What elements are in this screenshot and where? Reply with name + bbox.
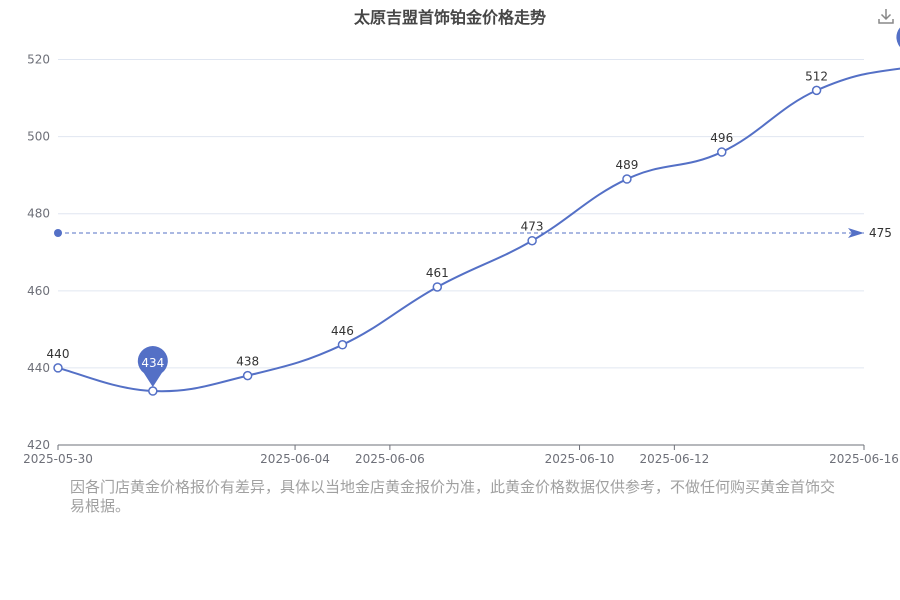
min-marker-label: 434 — [141, 356, 164, 370]
average-label: 475 — [869, 226, 892, 240]
point-label: 440 — [47, 347, 70, 361]
point-label: 438 — [236, 355, 259, 369]
min-marker: 434 — [137, 346, 168, 388]
data-point — [622, 174, 632, 184]
markers: 518 434 — [137, 27, 900, 388]
y-tick-label: 480 — [27, 207, 50, 221]
data-point — [53, 363, 63, 373]
x-tick-label: 2025-06-12 — [639, 452, 709, 466]
point-label: 461 — [426, 266, 449, 280]
min-marker-shape — [137, 346, 168, 388]
point-label: 489 — [615, 158, 638, 172]
max-marker-shape — [896, 27, 900, 47]
data-point — [717, 147, 727, 157]
data-point — [242, 370, 253, 381]
data-point — [337, 340, 348, 350]
average-arrow — [848, 228, 864, 238]
data-point — [527, 235, 537, 246]
y-tick-label: 500 — [27, 130, 50, 144]
x-tick-label: 2025-06-06 — [355, 452, 425, 466]
series — [53, 67, 900, 396]
point-labels: 440438446461473489496512518 — [47, 69, 828, 369]
x-tick-label: 2025-06-04 — [260, 452, 330, 466]
average-line: 475 — [54, 226, 892, 240]
y-tick-label: 440 — [27, 361, 50, 375]
y-tick-label: 420 — [27, 438, 50, 452]
series-line — [57, 67, 900, 393]
y-tick-label: 460 — [27, 284, 50, 298]
max-marker: 518 — [896, 27, 900, 47]
data-point — [432, 282, 443, 292]
data-point — [148, 386, 158, 396]
point-label: 446 — [331, 324, 354, 338]
x-tick-label: 2025-06-10 — [545, 452, 615, 466]
line-chart: 420 440 460 480 500 520 2025-05-30 2025-06-04 20… — [23, 27, 900, 466]
x-tick-label: 2025-05-30 — [23, 452, 93, 466]
x-tick-label: 2025-06-16 — [829, 452, 899, 466]
y-tick-label: 520 — [27, 53, 50, 67]
gridlines — [58, 59, 864, 369]
average-start-dot — [54, 229, 62, 237]
download-icon[interactable] — [876, 6, 896, 26]
axes: 420 440 460 480 500 520 2025-05-30 2025-06-04 20… — [23, 53, 899, 466]
chart-title: 太原吉盟首饰铂金价格走势 — [353, 8, 546, 27]
disclaimer-text: 因各门店黄金价格报价有差异，具体以当地金店黄金报价为准，此黄金价格数据仅供参考，… — [70, 478, 836, 515]
point-label: 496 — [710, 131, 733, 145]
data-point — [811, 85, 822, 96]
point-label: 473 — [521, 220, 544, 234]
point-label: 512 — [805, 69, 828, 83]
